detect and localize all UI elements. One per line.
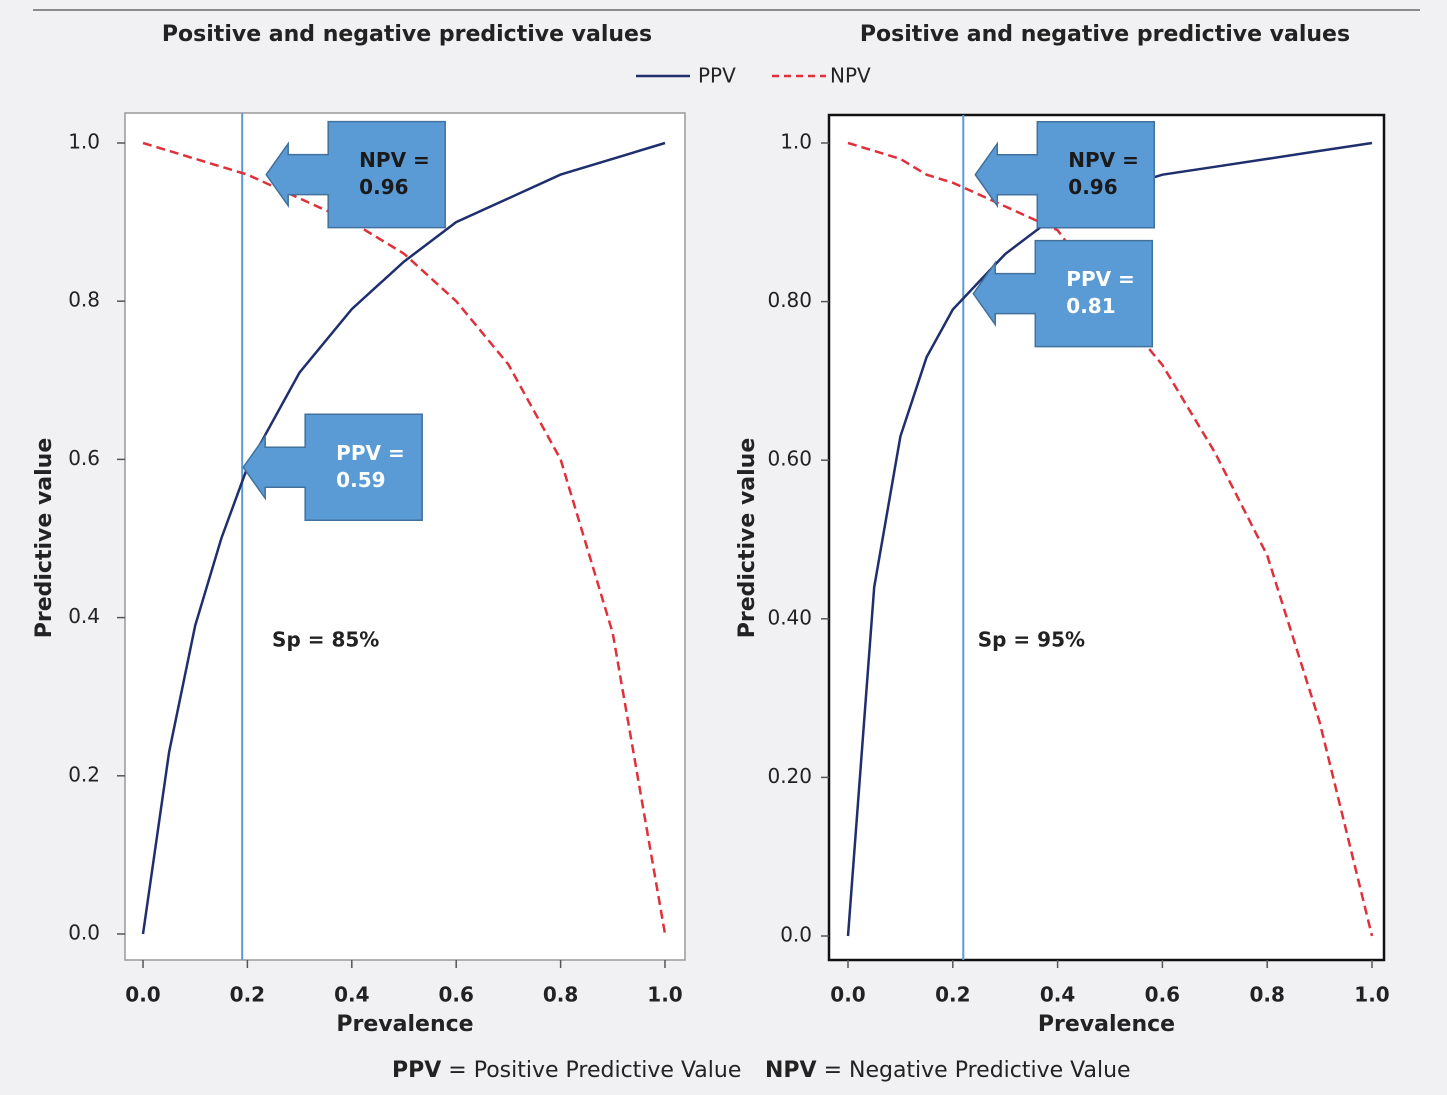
y-tick-label: 0.8 <box>68 288 100 312</box>
callout: PPV = 0.59 <box>242 413 423 522</box>
x-tick-label: 1.0 <box>1354 983 1389 1007</box>
y-tick-label: 1.0 <box>780 130 812 154</box>
y-tick-label: 0.40 <box>767 605 812 629</box>
callout-value: 0.96 <box>1068 175 1117 199</box>
callout: PPV = 0.81 <box>972 239 1154 348</box>
callout-label: NPV = <box>359 148 430 172</box>
x-tick-label: 0.2 <box>230 983 265 1007</box>
x-tick-label: 0.8 <box>543 983 578 1007</box>
y-tick-label: 1.0 <box>68 130 100 154</box>
y-tick-label: 0.0 <box>68 921 100 945</box>
x-tick-label: 0.6 <box>1145 983 1180 1007</box>
callout-shape <box>242 413 423 522</box>
footnote: NPV = Negative Predictive Value <box>765 1058 1131 1083</box>
chart-title: Positive and negative predictive values <box>162 22 652 47</box>
callout-shape <box>974 120 1156 229</box>
y-tick-label: 0.80 <box>767 288 812 312</box>
annotation: Sp = 95% <box>978 628 1085 652</box>
plot-area <box>124 112 686 961</box>
footnote: PPV = Positive Predictive Value <box>392 1058 741 1083</box>
callout-label: NPV = <box>1068 148 1139 172</box>
x-tick-label: 0.2 <box>935 983 970 1007</box>
callout-value: 0.81 <box>1066 294 1115 318</box>
callout-shape <box>972 239 1154 348</box>
y-tick-label: 0.6 <box>68 446 100 470</box>
x-tick-label: 0.0 <box>830 983 865 1007</box>
series-line <box>847 141 1374 937</box>
y-tick-label: 0.0 <box>780 923 812 947</box>
y-tick-label: 0.60 <box>767 447 812 471</box>
series-line <box>141 141 666 935</box>
callout-value: 0.59 <box>336 468 385 492</box>
footnote-abbr: NPV <box>765 1058 817 1083</box>
legend-label: NPV <box>830 64 871 88</box>
callout-shape <box>265 120 446 229</box>
annotation: Sp = 85% <box>272 628 379 652</box>
x-tick-label: 0.6 <box>438 983 473 1007</box>
callout-label: PPV = <box>1066 267 1135 291</box>
footnote-abbr: PPV <box>392 1058 441 1083</box>
x-tick-label: 1.0 <box>647 983 682 1007</box>
legend-label: PPV <box>698 64 736 88</box>
footnote-text: = Negative Predictive Value <box>824 1058 1131 1083</box>
y-axis-label: Predictive value <box>32 438 57 639</box>
callout-label: PPV = <box>336 441 405 465</box>
footnote-text: = Positive Predictive Value <box>448 1058 741 1083</box>
callout: NPV = 0.96 <box>974 120 1156 229</box>
y-tick-label: 0.4 <box>68 604 100 628</box>
chart-title: Positive and negative predictive values <box>860 22 1350 47</box>
y-tick-label: 0.20 <box>767 764 812 788</box>
y-axis-label: Predictive value <box>735 438 760 639</box>
x-tick-label: 0.8 <box>1249 983 1284 1007</box>
x-tick-label: 0.4 <box>334 983 369 1007</box>
callout: NPV = 0.96 <box>265 120 446 229</box>
x-tick-label: 0.4 <box>1040 983 1075 1007</box>
x-axis-label: Prevalence <box>1038 1012 1175 1037</box>
x-axis-label: Prevalence <box>336 1012 473 1037</box>
callout-value: 0.96 <box>359 175 408 199</box>
x-tick-label: 0.0 <box>125 983 160 1007</box>
y-tick-label: 0.2 <box>68 762 100 786</box>
